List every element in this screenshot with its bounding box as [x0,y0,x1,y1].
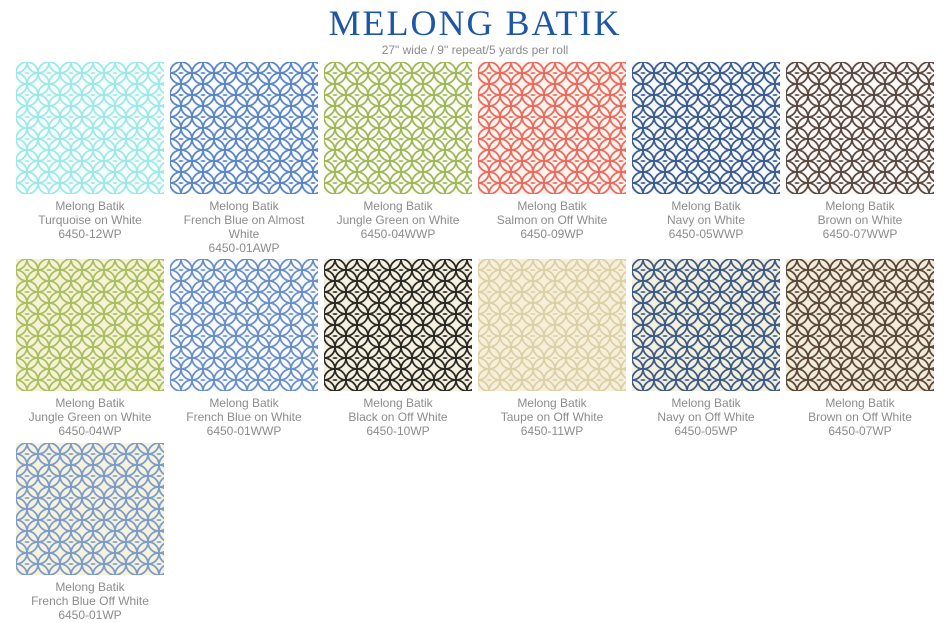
swatch-item[interactable]: Melong Batik Taupe on Off White 6450-11W… [478,259,626,438]
swatch-item[interactable]: Melong Batik Navy on Off White 6450-05WP [632,259,780,438]
swatch-name: Melong Batik [363,396,433,410]
page-subtitle: 27" wide / 9" repeat/5 yards per roll [381,43,569,57]
swatch-item[interactable]: Melong Batik Black on Off White 6450-10W… [324,259,472,438]
swatch-name: Melong Batik [209,396,279,410]
swatch-colorway: Turquoise on White [38,213,142,227]
swatch-colorway: Black on Off White [348,410,448,424]
fabric-swatch-image[interactable] [478,62,626,194]
swatch-name: Melong Batik [825,199,895,213]
page-title: MELONG BATIK [328,3,622,43]
fabric-swatch-image[interactable] [632,62,780,194]
swatch-colorway: Jungle Green on White [336,213,460,227]
swatch-name: Melong Batik [55,580,125,594]
swatch-item[interactable]: Melong Batik Jungle Green on White 6450-… [324,62,472,241]
swatch-item[interactable]: Melong Batik French Blue Off White 6450-… [16,443,164,622]
swatch-name: Melong Batik [517,396,587,410]
fabric-swatch-image[interactable] [786,62,934,194]
fabric-swatch-image[interactable] [324,259,472,391]
swatch-name: Melong Batik [825,396,895,410]
swatch-item[interactable]: Melong Batik Brown on Off White 6450-07W… [786,259,934,438]
fabric-swatch-image[interactable] [478,259,626,391]
fabric-swatch-image[interactable] [632,259,780,391]
swatch-item[interactable]: Melong Batik Jungle Green on White 6450-… [16,259,164,438]
swatch-sku: 6450-05WWP [668,227,744,241]
swatch-colorway: Navy on White [666,213,746,227]
swatch-sku: 6450-05WP [674,424,738,438]
swatch-name: Melong Batik [517,199,587,213]
fabric-swatch-image[interactable] [786,259,934,391]
swatch-sku: 6450-01WP [58,608,122,622]
swatch-sku: 6450-11WP [520,424,584,438]
swatch-colorway: French Blue on White [186,410,302,424]
swatch-colorway: Salmon on Off White [496,213,608,227]
swatch-sku: 6450-10WP [366,424,430,438]
swatch-item[interactable]: Melong Batik Salmon on Off White 6450-09… [478,62,626,241]
swatch-colorway: Jungle Green on White [28,410,152,424]
fabric-swatch-image[interactable] [16,259,164,391]
swatch-sku: 6450-12WP [58,227,122,241]
swatch-name: Melong Batik [55,396,125,410]
swatch-name: Melong Batik [671,199,741,213]
swatch-colorway: Navy on Off White [657,410,755,424]
swatch-sku: 6450-04WWP [360,227,436,241]
swatch-sku: 6450-04WP [58,424,122,438]
swatch-sku: 6450-01AWP [208,241,280,255]
swatch-sku: 6450-01WWP [206,424,282,438]
fabric-swatch-image[interactable] [170,62,318,194]
swatch-colorway: French Blue on Almost White [183,213,305,241]
fabric-swatch-image[interactable] [16,443,164,575]
fabric-swatch-image[interactable] [324,62,472,194]
swatch-item[interactable]: Melong Batik Navy on White 6450-05WWP [632,62,780,241]
swatch-sku: 6450-07WP [828,424,892,438]
fabric-swatch-image[interactable] [16,62,164,194]
swatch-colorway: Taupe on Off White [500,410,604,424]
swatch-sku: 6450-09WP [520,227,584,241]
swatch-colorway: Brown on White [817,213,903,227]
swatch-item[interactable]: Melong Batik Turquoise on White 6450-12W… [16,62,164,241]
swatch-name: Melong Batik [363,199,433,213]
swatch-item[interactable]: Melong Batik Brown on White 6450-07WWP [786,62,934,241]
swatch-sku: 6450-07WWP [822,227,898,241]
swatch-name: Melong Batik [209,199,279,213]
swatch-colorway: French Blue Off White [31,594,149,608]
swatch-name: Melong Batik [55,199,125,213]
fabric-swatch-image[interactable] [170,259,318,391]
swatch-item[interactable]: Melong Batik French Blue on White 6450-0… [170,259,318,438]
swatch-item[interactable]: Melong Batik French Blue on Almost White… [170,62,318,255]
swatch-colorway: Brown on Off White [808,410,912,424]
swatch-name: Melong Batik [671,396,741,410]
